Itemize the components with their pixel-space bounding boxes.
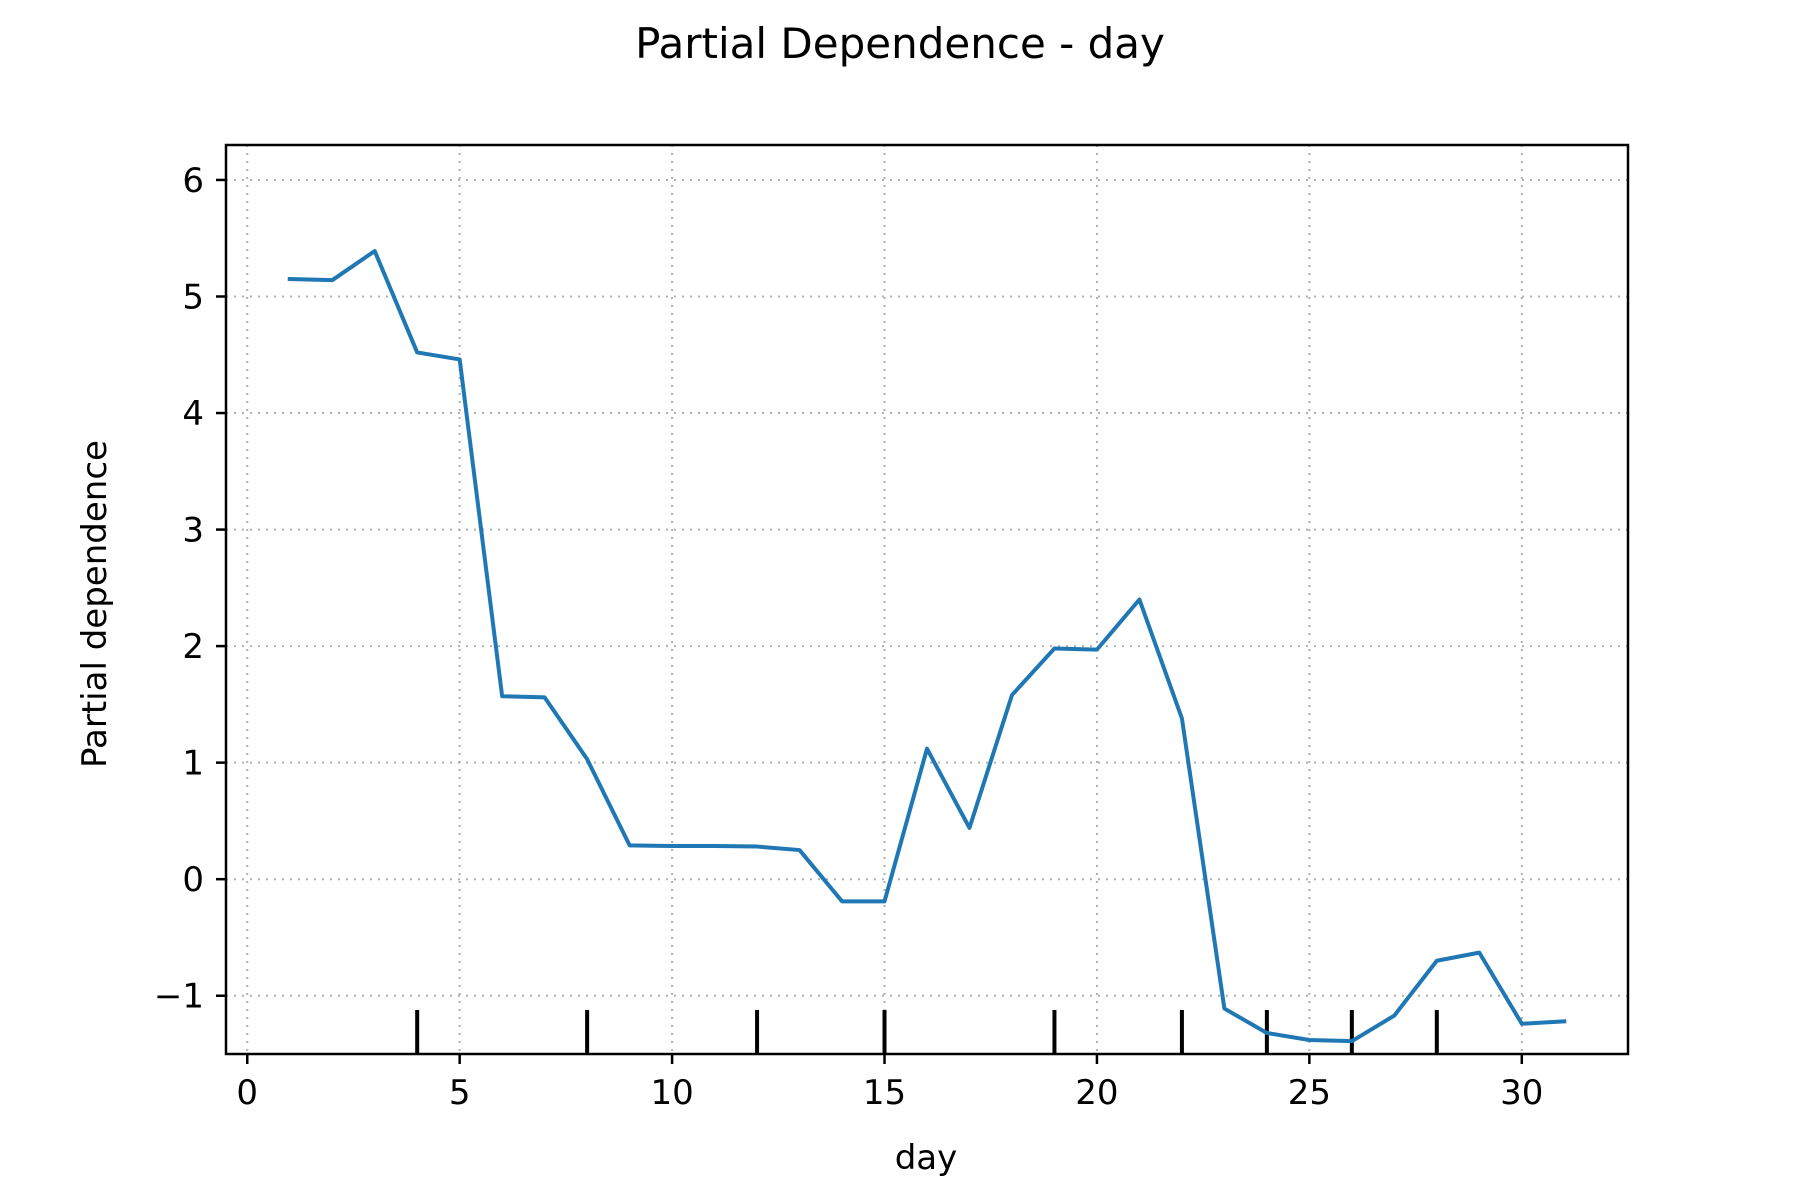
y-tick-label: 2 <box>182 627 204 667</box>
y-tick-label: 4 <box>182 394 204 434</box>
x-tick-label: 20 <box>1075 1073 1118 1113</box>
y-tick-label: 0 <box>182 860 204 900</box>
x-tick-label: 25 <box>1288 1073 1331 1113</box>
y-tick-label: −1 <box>154 977 204 1017</box>
series-line <box>287 249 1567 1044</box>
tick-labels: 0 5 10 15 20 25 30 −1 0 1 2 3 4 5 6 <box>154 161 1544 1113</box>
y-tick-label: 3 <box>182 511 204 551</box>
rug-marks <box>415 1010 1439 1054</box>
grid-lines <box>226 145 1628 1054</box>
series-lines <box>287 249 1567 1044</box>
plot-frame <box>224 143 1630 1056</box>
chart-title: Partial Dependence - day <box>635 19 1165 68</box>
x-axis-label: day <box>895 1138 958 1178</box>
x-tick-label: 15 <box>863 1073 906 1113</box>
y-tick-label: 5 <box>182 278 204 318</box>
y-axis-label: Partial dependence <box>75 440 115 768</box>
y-tick-label: 6 <box>182 161 204 201</box>
x-tick-label: 0 <box>236 1073 258 1113</box>
x-tick-label: 5 <box>449 1073 471 1113</box>
y-tick-label: 1 <box>182 744 204 784</box>
x-tick-label: 30 <box>1500 1073 1543 1113</box>
axes <box>216 143 1630 1064</box>
x-tick-label: 10 <box>650 1073 693 1113</box>
